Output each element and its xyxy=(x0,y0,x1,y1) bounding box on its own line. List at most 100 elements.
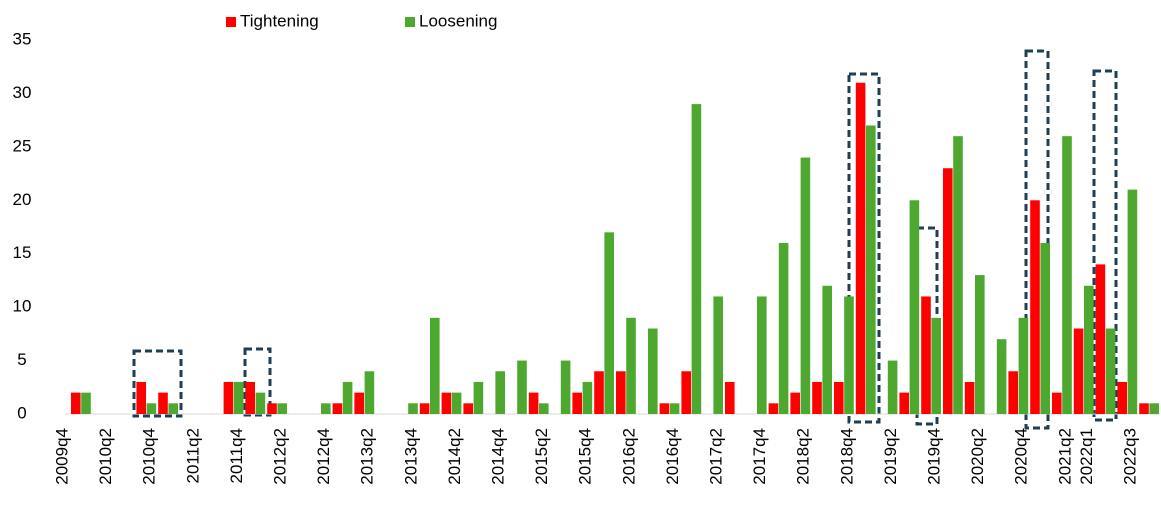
y-tick-label: 0 xyxy=(17,403,26,422)
highlight-box xyxy=(1092,69,1118,422)
bar xyxy=(1008,371,1018,414)
bar xyxy=(1127,189,1138,414)
x-tick-label: 2015q2 xyxy=(532,428,551,485)
bar xyxy=(626,317,636,414)
bar xyxy=(1149,403,1159,414)
bar xyxy=(964,381,975,414)
bar xyxy=(812,381,822,414)
bar xyxy=(691,104,702,414)
bar xyxy=(233,381,244,414)
bar xyxy=(943,168,953,414)
x-tick-label: 2022q1 xyxy=(1077,428,1096,485)
x-tick-label: 2012q2 xyxy=(270,428,289,485)
bar xyxy=(146,403,157,414)
bar xyxy=(1040,243,1050,414)
bar xyxy=(1030,200,1040,414)
bar xyxy=(594,371,604,414)
bar xyxy=(725,381,735,414)
bar xyxy=(659,403,670,414)
bar xyxy=(223,381,234,414)
bar xyxy=(582,381,593,414)
x-tick-label: 2018q2 xyxy=(794,428,813,485)
bar xyxy=(1052,392,1062,414)
bar xyxy=(560,360,571,414)
bar xyxy=(931,317,941,414)
bar xyxy=(887,360,898,414)
bar xyxy=(768,403,779,414)
bar xyxy=(899,392,909,414)
legend-label: Tightening xyxy=(240,11,319,30)
y-tick-label: 15 xyxy=(13,243,32,262)
bar xyxy=(168,403,178,414)
bar xyxy=(354,392,364,414)
bar xyxy=(975,275,985,414)
bar xyxy=(800,157,811,415)
bar xyxy=(1062,136,1072,414)
bar xyxy=(713,296,723,414)
bar xyxy=(277,403,287,414)
x-tick-label: 2017q2 xyxy=(706,428,725,485)
x-tick-label: 2011q2 xyxy=(183,428,202,483)
bar xyxy=(909,200,920,414)
x-tick-label: 2015q4 xyxy=(576,428,595,485)
bar xyxy=(1084,285,1094,414)
x-tick-label: 2020q2 xyxy=(968,428,987,485)
bar xyxy=(604,232,614,414)
x-tick-label: 2010q2 xyxy=(96,428,115,485)
highlight-box xyxy=(243,347,272,417)
bar xyxy=(1117,381,1127,414)
bar xyxy=(996,339,1007,414)
x-tick-label: 2010q4 xyxy=(140,428,159,485)
bar xyxy=(855,82,866,414)
bar xyxy=(342,381,353,414)
legend-label: Loosening xyxy=(419,11,497,30)
bar xyxy=(364,371,375,414)
bar xyxy=(1018,317,1029,414)
highlight-box xyxy=(847,72,881,424)
bar xyxy=(332,403,343,414)
highlight-box xyxy=(132,349,183,418)
x-tick-label: 2016q4 xyxy=(663,428,682,485)
bar xyxy=(451,392,462,414)
bar xyxy=(844,296,854,414)
x-tick-label: 2020q4 xyxy=(1012,428,1031,485)
bar xyxy=(790,392,800,414)
x-tick-label: 2018q4 xyxy=(837,428,856,485)
highlight-box xyxy=(1024,49,1050,430)
bar xyxy=(757,296,767,414)
bar xyxy=(473,381,484,414)
bar xyxy=(866,125,876,414)
bar xyxy=(648,328,658,414)
x-tick-label: 2012q4 xyxy=(314,428,333,485)
bar xyxy=(616,371,626,414)
bar xyxy=(528,392,539,414)
x-tick-label: 2019q2 xyxy=(881,428,900,485)
bar xyxy=(255,392,266,414)
bar xyxy=(778,243,789,414)
bar xyxy=(245,381,255,414)
bar xyxy=(81,392,91,414)
y-tick-label: 5 xyxy=(17,350,26,369)
bar xyxy=(408,403,418,414)
bar xyxy=(517,360,527,414)
bar xyxy=(834,381,844,414)
bar xyxy=(158,392,168,414)
x-tick-label: 2013q4 xyxy=(401,428,420,485)
x-tick-label: 2013q2 xyxy=(358,428,377,485)
bar xyxy=(419,403,430,414)
bar xyxy=(136,381,146,414)
bar xyxy=(321,403,331,414)
bar xyxy=(572,392,582,414)
x-tick-label: 2014q4 xyxy=(488,428,507,485)
x-tick-label: 2019q4 xyxy=(924,428,943,485)
bar xyxy=(495,371,505,414)
y-tick-label: 10 xyxy=(13,297,32,316)
bar xyxy=(71,392,81,414)
y-tick-label: 25 xyxy=(13,136,32,155)
x-tick-label: 2011q4 xyxy=(227,428,246,483)
y-tick-label: 20 xyxy=(13,190,32,209)
y-tick-label: 30 xyxy=(13,83,32,102)
bar xyxy=(267,403,277,414)
x-tick-label: 2014q2 xyxy=(445,428,464,485)
bar xyxy=(1073,328,1084,414)
